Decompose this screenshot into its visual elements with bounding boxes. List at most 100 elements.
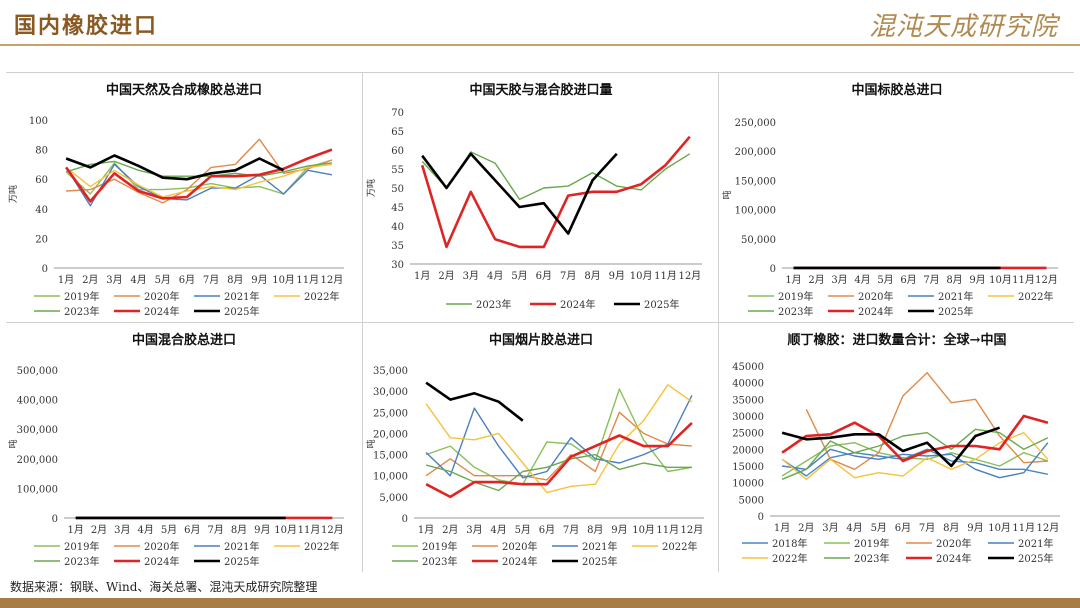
legend-label: 2025年 xyxy=(582,555,617,568)
x-tick-label: 4月 xyxy=(137,524,153,536)
chart-title: 中国烟片胶总进口 xyxy=(489,332,593,348)
legend-label: 2023年 xyxy=(422,555,457,568)
x-tick-label: 1月 xyxy=(67,524,83,536)
legend-label: 2020年 xyxy=(858,290,893,303)
legend-label: 2024年 xyxy=(560,298,595,311)
legend-label: 2022年 xyxy=(304,290,339,303)
series-line xyxy=(421,152,618,235)
x-tick-label: 9月 xyxy=(254,524,270,536)
y-tick-label: 20 xyxy=(35,234,48,245)
y-tick-label: 60 xyxy=(391,146,404,157)
y-axis-label: 万吨 xyxy=(7,185,19,203)
legend-label: 2023年 xyxy=(476,298,511,311)
series-line xyxy=(421,151,691,201)
grid-divider xyxy=(6,72,1074,73)
legend-label: 2022年 xyxy=(304,540,339,553)
x-tick-label: 1月 xyxy=(774,522,790,534)
y-tick-label: 0 xyxy=(758,512,764,523)
x-tick-label: 9月 xyxy=(251,274,267,286)
y-axis-label: 吨 xyxy=(721,190,733,199)
y-tick-label: 10000 xyxy=(732,479,764,490)
x-tick-label: 8月 xyxy=(943,522,959,534)
x-tick-label: 2月 xyxy=(442,524,458,536)
page-title: 国内橡胶进口 xyxy=(14,13,159,39)
y-tick-label: 100 xyxy=(29,116,48,127)
x-tick-label: 1月 xyxy=(58,274,74,286)
x-tick-label: 6月 xyxy=(179,274,195,286)
y-tick-label: 25000 xyxy=(732,429,764,440)
x-tick-label: 10月 xyxy=(632,524,655,536)
y-tick-label: 35000 xyxy=(732,395,764,406)
y-tick-label: 0 xyxy=(52,514,58,525)
x-tick-label: 2月 xyxy=(91,524,107,536)
chart-panel: 中国天然及合成橡胶总进口 0 20 40 60 80 100 万吨 1月 2月 3月 4月 5月 6月 7月… xyxy=(7,82,344,318)
x-tick-label: 12月 xyxy=(1035,274,1058,286)
x-tick-label: 11月 xyxy=(296,274,319,286)
legend-label: 2023年 xyxy=(854,552,889,565)
x-tick-label: 5月 xyxy=(161,524,177,536)
y-tick-label: 0 xyxy=(770,264,776,275)
y-tick-label: 100,000 xyxy=(17,484,58,495)
legend-label: 2024年 xyxy=(144,555,179,568)
x-tick-label: 10月 xyxy=(630,270,653,282)
legend-label: 2023年 xyxy=(64,555,99,568)
x-tick-label: 5月 xyxy=(871,522,887,534)
x-tick-label: 7月 xyxy=(923,274,939,286)
y-tick-label: 150,000 xyxy=(735,176,776,187)
legend-label: 2025年 xyxy=(644,298,679,311)
legend-label: 2019年 xyxy=(64,540,99,553)
y-tick-label: 40000 xyxy=(732,379,764,390)
x-tick-label: 3月 xyxy=(831,274,847,286)
x-tick-label: 8月 xyxy=(584,270,600,282)
chart-panel: 中国混合胶总进口 0 100,000 200,000 300,000 400,000 500… xyxy=(7,332,344,568)
x-tick-label: 6月 xyxy=(895,522,911,534)
x-tick-label: 4月 xyxy=(487,270,503,282)
chart-panel: 中国标胶总进口 0 50,000 100,000 150,000 200,000 250,0… xyxy=(721,82,1058,318)
x-tick-label: 7月 xyxy=(919,522,935,534)
legend-label: 2024年 xyxy=(936,552,971,565)
chart-title: 中国天然及合成橡胶总进口 xyxy=(106,82,262,98)
x-tick-label: 3月 xyxy=(466,524,482,536)
y-tick-label: 35,000 xyxy=(373,366,408,377)
legend-label: 2019年 xyxy=(64,290,99,303)
footer-bar xyxy=(0,598,1080,608)
y-tick-label: 15000 xyxy=(732,462,764,473)
x-tick-label: 10月 xyxy=(988,522,1011,534)
x-tick-label: 7月 xyxy=(560,270,576,282)
x-tick-label: 9月 xyxy=(969,274,985,286)
legend-label: 2020年 xyxy=(936,537,971,550)
series-line xyxy=(65,148,333,203)
y-tick-label: 5,000 xyxy=(379,493,408,504)
x-tick-label: 7月 xyxy=(207,524,223,536)
x-tick-label: 6月 xyxy=(900,274,916,286)
y-tick-label: 200,000 xyxy=(735,147,776,158)
legend-label: 2019年 xyxy=(854,537,889,550)
y-tick-label: 300,000 xyxy=(17,425,58,436)
y-axis-label: 吨 xyxy=(7,439,19,448)
legend-label: 2022年 xyxy=(1018,290,1053,303)
series-line xyxy=(781,428,1049,480)
x-tick-label: 11月 xyxy=(654,270,677,282)
x-tick-label: 1月 xyxy=(414,270,430,282)
x-tick-label: 11月 xyxy=(656,524,679,536)
x-tick-label: 2月 xyxy=(82,274,98,286)
y-tick-label: 250,000 xyxy=(735,118,776,129)
series-line xyxy=(420,135,691,249)
series-line xyxy=(425,453,692,492)
x-tick-label: 4月 xyxy=(854,274,870,286)
legend-label: 2018年 xyxy=(772,537,807,550)
x-tick-label: 4月 xyxy=(846,522,862,534)
y-tick-label: 500,000 xyxy=(17,366,58,377)
legend-label: 2024年 xyxy=(858,305,893,318)
x-tick-label: 8月 xyxy=(227,274,243,286)
series-line xyxy=(425,411,692,481)
x-tick-label: 10月 xyxy=(989,274,1012,286)
series-line xyxy=(805,372,1048,470)
chart-title: 中国混合胶总进口 xyxy=(132,332,236,348)
series-line xyxy=(781,414,1049,463)
y-tick-label: 200,000 xyxy=(17,455,58,466)
brand-logo: 混沌天成研究院 xyxy=(868,12,1058,42)
series-line xyxy=(65,163,332,198)
y-tick-label: 25,000 xyxy=(373,408,408,419)
x-tick-label: 10月 xyxy=(272,274,295,286)
